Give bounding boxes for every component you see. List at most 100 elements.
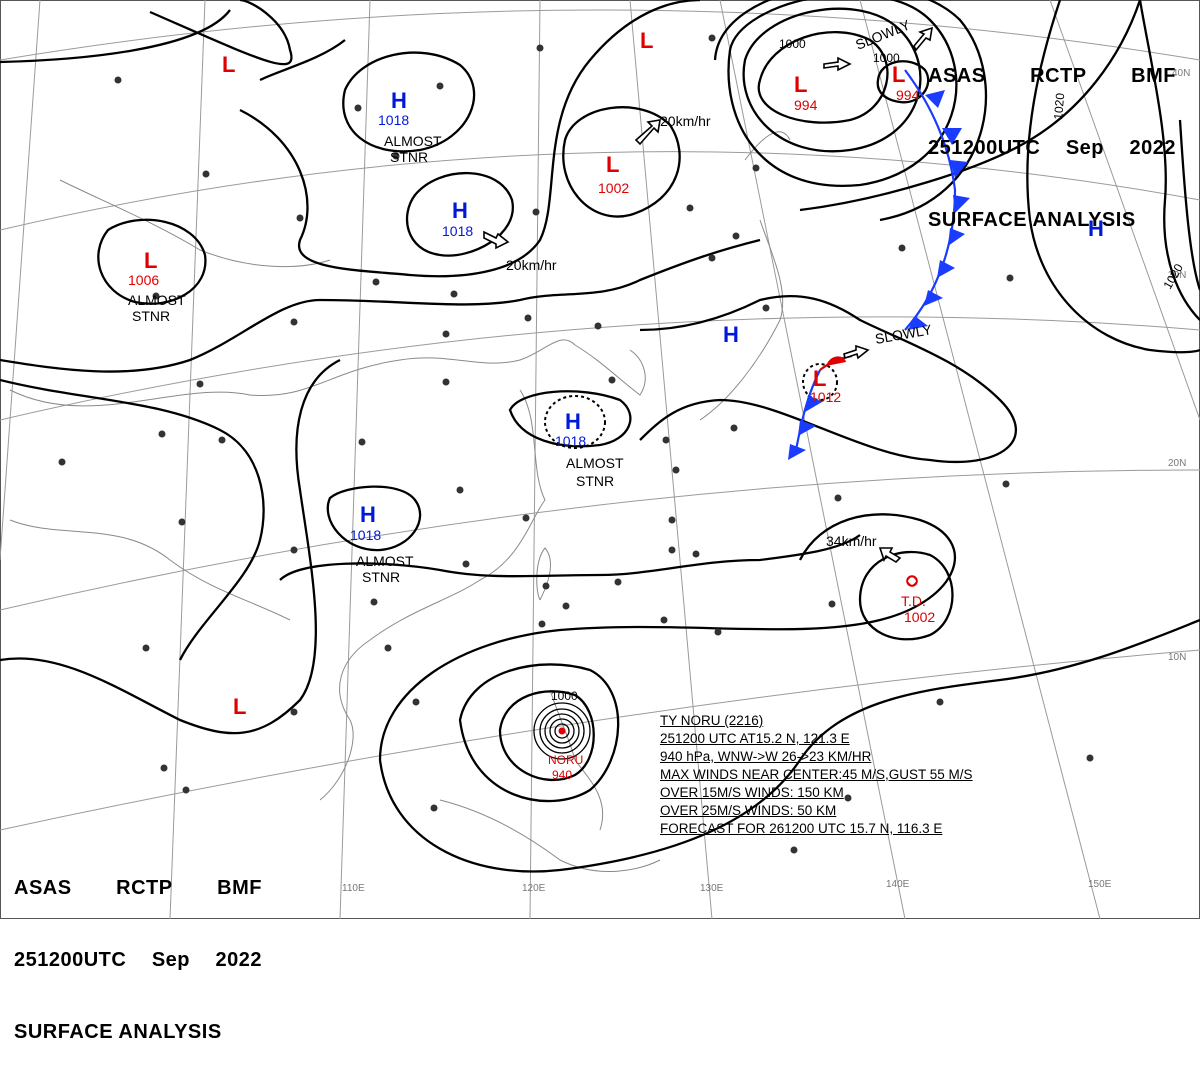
isobar <box>0 238 761 373</box>
station-symbol <box>384 644 392 652</box>
lat-label: 20N <box>1168 458 1186 469</box>
station-symbol <box>536 44 544 52</box>
station-symbol <box>152 292 160 300</box>
speed-label: 20km/hr <box>660 113 711 129</box>
high-center: H <box>391 88 407 113</box>
dashed-isobars <box>544 363 838 449</box>
high-center: H <box>565 409 581 434</box>
isobar <box>757 31 889 124</box>
station-symbol <box>828 600 836 608</box>
bulletin-line: FORECAST FOR 261200 UTC 15.7 N, 116.3 E <box>660 821 943 836</box>
coastline <box>699 219 784 421</box>
isobar-label: 1000 <box>551 689 578 703</box>
header-time: 251200UTC <box>928 137 1041 159</box>
station-symbol <box>436 82 444 90</box>
bulletin-line: OVER 25M/S WINDS: 50 KM <box>660 803 837 818</box>
isobar <box>498 690 595 782</box>
typhoon-pressure: 940 <box>552 768 572 782</box>
station-symbol <box>730 424 738 432</box>
station-symbol <box>412 698 420 706</box>
motion-arrow <box>823 56 852 72</box>
typhoon-bulletin: TY NORU (2216) 251200 UTC AT15.2 N, 121.… <box>660 712 973 838</box>
low-pressure-value: 1006 <box>128 272 159 288</box>
station-symbol <box>296 214 304 222</box>
lat-line <box>0 469 1200 611</box>
isobar <box>342 51 476 153</box>
isobar <box>326 485 422 552</box>
station-symbol <box>158 430 166 438</box>
coastline <box>574 344 646 396</box>
almost-label: ALMOST <box>128 292 186 308</box>
typhoon-name: NORU <box>548 753 583 767</box>
station-symbol <box>372 278 380 286</box>
station-symbol <box>392 152 400 160</box>
typhoon-ring <box>544 713 580 749</box>
station-symbol <box>542 582 550 590</box>
map-header-bottom: ASAS RCTP BMF 251200UTC Sep 2022 SURFACE… <box>14 828 262 1068</box>
lat-line <box>0 151 1200 231</box>
station-symbol <box>668 546 676 554</box>
lon-label: 150E <box>1088 879 1112 890</box>
station-symbol <box>182 786 190 794</box>
station-symbol <box>898 244 906 252</box>
typhoon-ring <box>554 723 570 739</box>
isobar <box>1138 0 1200 321</box>
pressure-centers: L H 1018 L 1002 L 994 L 994 L 1006 H 101… <box>128 28 1104 719</box>
isobar-label: 1000 <box>779 37 806 51</box>
typhoon-eye-icon <box>558 727 566 735</box>
isobar <box>378 618 1200 873</box>
station-symbol <box>218 436 226 444</box>
station-symbol <box>442 330 450 338</box>
station-symbol <box>790 846 798 854</box>
station-symbol <box>608 376 616 384</box>
station-symbol <box>708 254 716 262</box>
station-symbol <box>290 708 298 716</box>
lat-line <box>0 649 1200 831</box>
coastline <box>9 519 291 621</box>
front-triangle <box>925 90 945 108</box>
coastline <box>439 799 661 872</box>
isobar <box>279 534 861 581</box>
coastline <box>744 131 791 161</box>
high-center: H <box>452 198 468 223</box>
lat-label: 30N <box>1168 270 1186 281</box>
speed-label: 34km/hr <box>826 533 877 549</box>
isobar <box>1178 119 1200 291</box>
lat-line <box>0 316 1200 421</box>
lon-line <box>169 0 206 919</box>
lon-line <box>629 0 713 919</box>
motion-arrow <box>843 344 870 360</box>
station-symbol <box>752 164 760 172</box>
station-symbol <box>58 458 66 466</box>
station-symbol <box>532 208 540 216</box>
isobar <box>1026 0 1200 354</box>
high-center: H <box>360 502 376 527</box>
station-symbol <box>686 204 694 212</box>
low-pressure-value: 1002 <box>598 180 629 196</box>
lat-line <box>0 9 1200 61</box>
station-symbol <box>456 486 464 494</box>
front-triangle <box>924 290 943 306</box>
header-time: 251200UTC <box>14 949 127 971</box>
station-symbol <box>662 436 670 444</box>
header-agency: ASAS <box>928 65 986 87</box>
isobar <box>458 663 620 803</box>
station-symbol <box>936 698 944 706</box>
front-triangle <box>950 160 968 178</box>
dashed-isobar <box>544 395 606 449</box>
front-triangle <box>953 195 970 213</box>
high-center: H <box>1088 216 1104 241</box>
lon-line <box>339 0 371 919</box>
station-symbol <box>660 616 668 624</box>
lon-label: 110E <box>342 883 365 894</box>
low-center: L <box>233 694 246 719</box>
motion-arrows <box>483 26 934 564</box>
almost-label: ALMOST <box>356 553 414 569</box>
high-center: H <box>723 322 739 347</box>
header-product: SURFACE ANALYSIS <box>928 209 1136 231</box>
station-symbol <box>290 546 298 554</box>
typhoon-isobars <box>533 702 591 760</box>
station-symbol <box>844 794 852 802</box>
header-time-row: 251200UTC Sep 2022 <box>14 948 262 972</box>
header-agency: ASAS <box>14 877 72 899</box>
